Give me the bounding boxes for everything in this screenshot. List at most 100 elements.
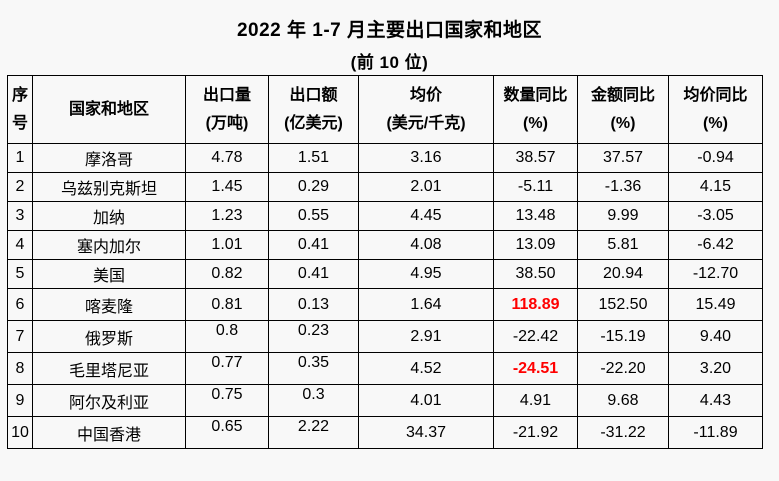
cell-value: 0.13 [268, 288, 359, 321]
cell-volume: 0.8 [185, 320, 269, 353]
cell-price-yoy: -6.42 [668, 230, 763, 260]
cell-avg-price: 34.37 [358, 416, 494, 449]
cell-volume: 1.01 [185, 230, 269, 260]
cell-country: 摩洛哥 [32, 143, 186, 173]
cell-avg-price: 4.08 [358, 230, 494, 260]
cell-qty-yoy: 38.57 [493, 143, 578, 173]
cell-qty-yoy: 13.09 [493, 230, 578, 260]
cell-country: 毛里塔尼亚 [32, 352, 186, 385]
cell-avg-price: 3.16 [358, 143, 494, 173]
cell-value: 0.55 [268, 201, 359, 231]
cell-rank: 9 [7, 384, 33, 417]
header-rank: 序号 [7, 75, 33, 144]
cell-price-yoy: 3.20 [668, 352, 763, 385]
cell-amount-yoy: 9.68 [577, 384, 669, 417]
cell-avg-price: 4.52 [358, 352, 494, 385]
header-country: 国家和地区 [32, 75, 186, 144]
table-row: 2 乌兹别克斯坦 1.45 0.29 2.01 -5.11 -1.36 4.15 [7, 172, 763, 202]
cell-amount-yoy: -31.22 [577, 416, 669, 449]
cell-volume: 0.65 [185, 416, 269, 449]
cell-value: 0.35 [268, 352, 359, 385]
page-title: 2022 年 1-7 月主要出口国家和地区 [236, 20, 543, 41]
cell-country: 塞内加尔 [32, 230, 186, 260]
cell-qty-yoy: -24.51 [493, 352, 578, 385]
cell-amount-yoy: 20.94 [577, 259, 669, 289]
cell-rank: 2 [7, 172, 33, 202]
cell-avg-price: 4.45 [358, 201, 494, 231]
cell-rank: 1 [7, 143, 33, 173]
cell-country: 阿尔及利亚 [32, 384, 186, 417]
cell-rank: 3 [7, 201, 33, 231]
header-qty-yoy: 数量同比 (%) [493, 75, 578, 144]
cell-rank: 10 [7, 416, 33, 449]
header-export-volume: 出口量 (万吨) [185, 75, 269, 144]
table-row: 4 塞内加尔 1.01 0.41 4.08 13.09 5.81 -6.42 [7, 230, 763, 260]
cell-volume: 0.81 [185, 288, 269, 321]
cell-avg-price: 2.01 [358, 172, 494, 202]
cell-country: 中国香港 [32, 416, 186, 449]
cell-amount-yoy: 37.57 [577, 143, 669, 173]
cell-volume: 4.78 [185, 143, 269, 173]
page-subtitle: (前 10 位) [350, 53, 429, 72]
cell-price-yoy: -3.05 [668, 201, 763, 231]
cell-volume: 0.75 [185, 384, 269, 417]
cell-qty-yoy: -22.42 [493, 320, 578, 353]
cell-value: 0.3 [268, 384, 359, 417]
cell-country: 乌兹别克斯坦 [32, 172, 186, 202]
cell-country: 俄罗斯 [32, 320, 186, 353]
header-avg-price: 均价 (美元/千克) [358, 75, 494, 144]
cell-rank: 4 [7, 230, 33, 260]
cell-price-yoy: -11.89 [668, 416, 763, 449]
cell-volume: 0.77 [185, 352, 269, 385]
cell-volume: 0.82 [185, 259, 269, 289]
cell-price-yoy: -12.70 [668, 259, 763, 289]
table-row: 8 毛里塔尼亚 0.77 0.35 4.52 -24.51 -22.20 3.2… [7, 352, 763, 385]
cell-qty-yoy: -5.11 [493, 172, 578, 202]
cell-value: 0.23 [268, 320, 359, 353]
table-row: 6 喀麦隆 0.81 0.13 1.64 118.89 152.50 15.49 [7, 288, 763, 321]
table-row: 3 加纳 1.23 0.55 4.45 13.48 9.99 -3.05 [7, 201, 763, 231]
cell-qty-yoy: 38.50 [493, 259, 578, 289]
cell-rank: 7 [7, 320, 33, 353]
table-row: 9 阿尔及利亚 0.75 0.3 4.01 4.91 9.68 4.43 [7, 384, 763, 417]
cell-rank: 6 [7, 288, 33, 321]
cell-qty-yoy: -21.92 [493, 416, 578, 449]
cell-qty-yoy: 4.91 [493, 384, 578, 417]
cell-value: 0.41 [268, 259, 359, 289]
cell-amount-yoy: -22.20 [577, 352, 669, 385]
cell-price-yoy: -0.94 [668, 143, 763, 173]
cell-avg-price: 2.91 [358, 320, 494, 353]
header-export-value: 出口额 (亿美元) [268, 75, 359, 144]
cell-avg-price: 4.95 [358, 259, 494, 289]
cell-value: 0.41 [268, 230, 359, 260]
cell-avg-price: 4.01 [358, 384, 494, 417]
table-header-row: 序号 国家和地区 出口量 (万吨) 出口额 (亿美元) 均价 (美元/千克) 数量同比… [7, 75, 763, 144]
cell-amount-yoy: 9.99 [577, 201, 669, 231]
cell-price-yoy: 15.49 [668, 288, 763, 321]
cell-price-yoy: 4.15 [668, 172, 763, 202]
cell-amount-yoy: -15.19 [577, 320, 669, 353]
cell-country: 喀麦隆 [32, 288, 186, 321]
cell-rank: 5 [7, 259, 33, 289]
header-amount-yoy: 金额同比 (%) [577, 75, 669, 144]
cell-value: 1.51 [268, 143, 359, 173]
cell-qty-yoy: 13.48 [493, 201, 578, 231]
cell-qty-yoy: 118.89 [493, 288, 578, 321]
cell-value: 0.29 [268, 172, 359, 202]
cell-country: 加纳 [32, 201, 186, 231]
cell-price-yoy: 4.43 [668, 384, 763, 417]
cell-volume: 1.23 [185, 201, 269, 231]
table-row: 10 中国香港 0.65 2.22 34.37 -21.92 -31.22 -1… [7, 416, 763, 449]
cell-avg-price: 1.64 [358, 288, 494, 321]
cell-amount-yoy: 5.81 [577, 230, 669, 260]
cell-volume: 1.45 [185, 172, 269, 202]
cell-price-yoy: 9.40 [668, 320, 763, 353]
header-price-yoy: 均价同比 (%) [668, 75, 763, 144]
table-row: 1 摩洛哥 4.78 1.51 3.16 38.57 37.57 -0.94 [7, 143, 763, 173]
cell-amount-yoy: -1.36 [577, 172, 669, 202]
table-row: 5 美国 0.82 0.41 4.95 38.50 20.94 -12.70 [7, 259, 763, 289]
cell-country: 美国 [32, 259, 186, 289]
export-countries-table: 序号 国家和地区 出口量 (万吨) 出口额 (亿美元) 均价 (美元/千克) 数量同比… [7, 75, 763, 449]
cell-rank: 8 [7, 352, 33, 385]
cell-amount-yoy: 152.50 [577, 288, 669, 321]
